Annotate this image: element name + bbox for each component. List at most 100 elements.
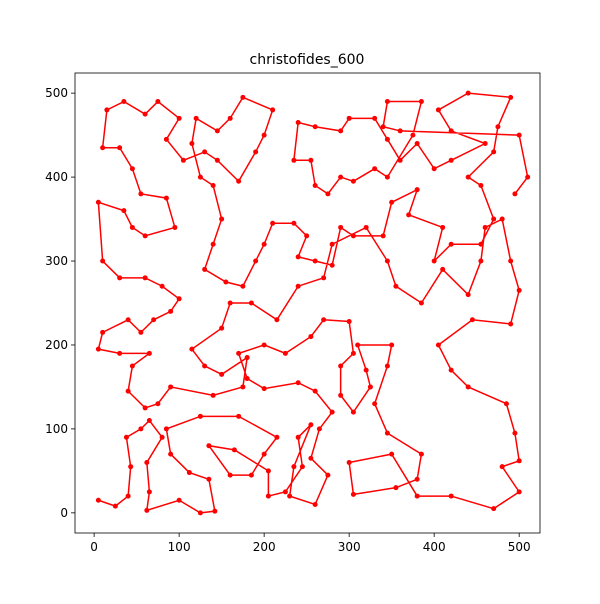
x-tick-label: 200 bbox=[253, 540, 276, 554]
point bbox=[129, 363, 135, 369]
point bbox=[142, 233, 148, 239]
point bbox=[384, 136, 390, 142]
point bbox=[142, 275, 148, 281]
point bbox=[176, 115, 182, 121]
point bbox=[372, 115, 378, 121]
point bbox=[95, 199, 101, 205]
point bbox=[282, 350, 288, 356]
point bbox=[440, 266, 446, 272]
point bbox=[372, 401, 378, 407]
point bbox=[389, 342, 395, 348]
point bbox=[274, 317, 280, 323]
point bbox=[393, 485, 399, 491]
point bbox=[312, 258, 318, 264]
point bbox=[350, 491, 356, 497]
y-tick-label: 300 bbox=[45, 254, 68, 268]
point bbox=[95, 346, 101, 352]
point bbox=[478, 241, 484, 247]
point bbox=[338, 363, 344, 369]
point bbox=[393, 283, 399, 289]
point bbox=[325, 472, 331, 478]
point bbox=[406, 212, 412, 218]
point bbox=[516, 458, 522, 464]
point bbox=[491, 149, 497, 155]
point bbox=[350, 350, 356, 356]
point bbox=[338, 128, 344, 134]
point bbox=[214, 128, 220, 134]
point bbox=[389, 199, 395, 205]
point bbox=[312, 388, 318, 394]
point bbox=[397, 128, 403, 134]
point bbox=[380, 124, 386, 130]
point bbox=[214, 157, 220, 163]
y-tick-label: 500 bbox=[45, 86, 68, 100]
point bbox=[321, 317, 327, 323]
point bbox=[189, 141, 195, 147]
point bbox=[151, 317, 157, 323]
point bbox=[210, 392, 216, 398]
point bbox=[197, 510, 203, 516]
point bbox=[508, 94, 514, 100]
point bbox=[478, 258, 484, 264]
point bbox=[240, 94, 246, 100]
point bbox=[202, 149, 208, 155]
point bbox=[202, 266, 208, 272]
point bbox=[295, 434, 301, 440]
point bbox=[512, 191, 518, 197]
point bbox=[146, 418, 152, 424]
point bbox=[236, 350, 242, 356]
point bbox=[448, 367, 454, 373]
point bbox=[346, 318, 352, 324]
tour-line bbox=[97, 92, 529, 514]
point bbox=[236, 178, 242, 184]
point bbox=[363, 367, 369, 373]
point bbox=[312, 182, 318, 188]
point bbox=[418, 99, 424, 105]
point bbox=[123, 434, 129, 440]
point bbox=[516, 489, 522, 495]
point bbox=[440, 224, 446, 230]
point bbox=[180, 157, 186, 163]
point bbox=[295, 120, 301, 126]
point bbox=[363, 224, 369, 230]
point bbox=[100, 145, 106, 151]
point bbox=[384, 258, 390, 264]
point bbox=[112, 503, 118, 509]
point bbox=[495, 124, 501, 130]
point bbox=[261, 386, 267, 392]
point bbox=[465, 292, 471, 298]
point bbox=[244, 355, 250, 361]
point bbox=[104, 107, 110, 113]
point bbox=[176, 296, 182, 302]
point bbox=[121, 99, 127, 105]
point bbox=[508, 258, 514, 264]
point bbox=[316, 426, 322, 432]
point bbox=[253, 258, 259, 264]
axes-frame bbox=[74, 72, 541, 534]
point bbox=[499, 216, 505, 222]
point bbox=[465, 90, 471, 96]
point bbox=[491, 216, 497, 222]
point bbox=[128, 464, 134, 470]
point bbox=[448, 128, 454, 134]
point bbox=[304, 233, 310, 239]
point bbox=[270, 107, 276, 113]
y-tick-label: 100 bbox=[45, 422, 68, 436]
point bbox=[414, 493, 420, 499]
point bbox=[223, 279, 229, 285]
point bbox=[227, 472, 233, 478]
point bbox=[418, 300, 424, 306]
point bbox=[144, 507, 150, 513]
point bbox=[350, 178, 356, 184]
point bbox=[231, 447, 237, 453]
point bbox=[499, 464, 505, 470]
y-tick-label: 200 bbox=[45, 338, 68, 352]
point bbox=[240, 283, 246, 289]
point bbox=[121, 208, 127, 214]
point bbox=[291, 464, 297, 470]
point bbox=[308, 334, 314, 340]
point bbox=[197, 413, 203, 419]
point bbox=[448, 241, 454, 247]
point bbox=[325, 191, 331, 197]
x-tick-label: 0 bbox=[90, 540, 98, 554]
